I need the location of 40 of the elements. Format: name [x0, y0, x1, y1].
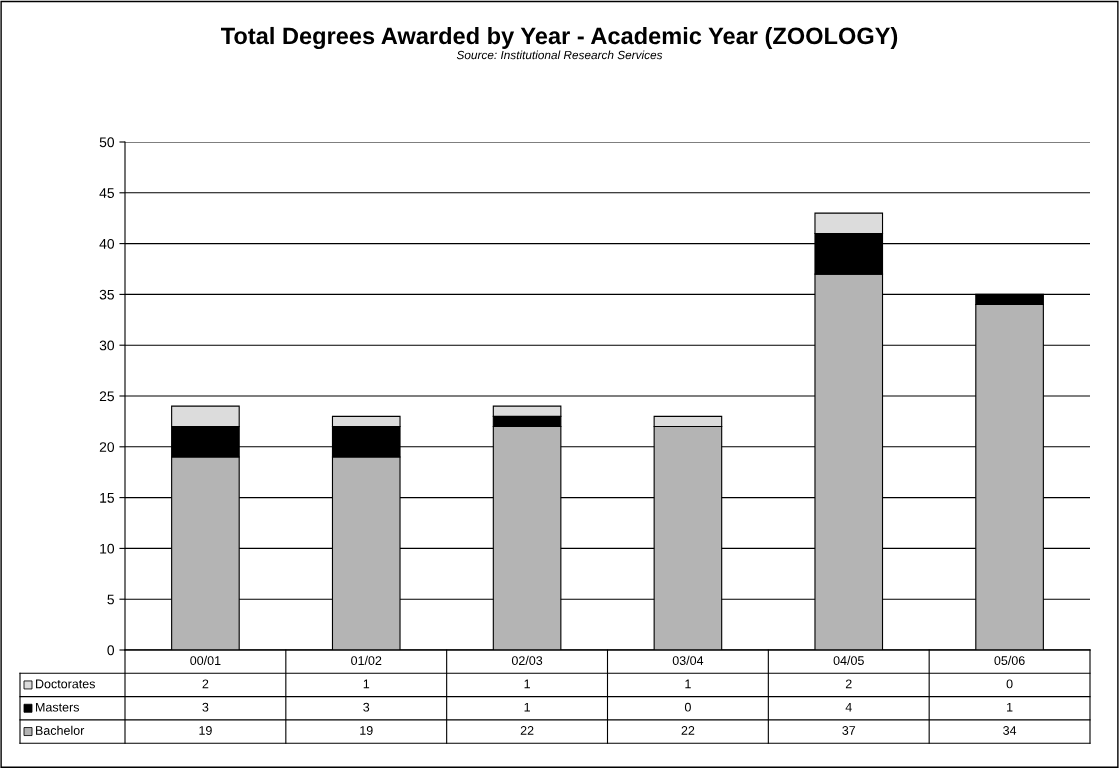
data-label: 37 [842, 726, 856, 735]
chart-title: Total Degrees Awarded by Year - Academic Year (ZOOLOGY) [220, 26, 898, 50]
y-tick-label: 25 [99, 391, 114, 402]
data-label: 0 [1006, 679, 1013, 689]
data-label: 19 [199, 726, 212, 735]
y-tick-label: 10 [100, 543, 115, 554]
y-tick-label: 0 [107, 645, 115, 656]
y-tick-label: 50 [99, 137, 115, 148]
legend-label: Bachelor [36, 725, 85, 735]
data-label: 3 [363, 702, 370, 712]
y-tick-label: 40 [99, 238, 115, 249]
data-label: 22 [681, 726, 695, 735]
legend-label: Masters [36, 702, 79, 712]
x-tick-label: 05/06 [994, 655, 1025, 666]
x-tick-label: 03/04 [672, 655, 704, 666]
data-label: 2 [845, 679, 852, 689]
y-tick-label: 20 [99, 442, 115, 452]
data-label: 2 [202, 679, 209, 689]
x-tick-label: 02/03 [511, 655, 543, 666]
data-label: 0 [684, 702, 691, 712]
legend-label: Doctorates [36, 679, 95, 689]
y-tick-label: 15 [100, 493, 114, 503]
y-tick-label: 35 [99, 289, 114, 300]
x-tick-label: 00/01 [190, 655, 221, 666]
x-tick-label: 01/02 [351, 655, 382, 666]
data-label: 4 [845, 702, 852, 712]
x-tick-label: 04/05 [833, 655, 864, 666]
data-label: 1 [685, 679, 691, 689]
data-label: 1 [524, 679, 530, 689]
y-tick-label: 30 [99, 340, 115, 351]
chart-subtitle: Source: Institutional Research Services [456, 50, 663, 60]
y-tick-label: 5 [107, 594, 114, 605]
data-label: 1 [1007, 702, 1013, 712]
data-label: 19 [360, 726, 373, 735]
y-tick-label: 45 [99, 188, 114, 198]
data-label: 22 [520, 726, 534, 735]
data-label: 3 [202, 702, 209, 712]
data-label: 34 [1003, 726, 1017, 735]
data-label: 1 [524, 702, 530, 712]
data-label: 1 [363, 679, 370, 689]
